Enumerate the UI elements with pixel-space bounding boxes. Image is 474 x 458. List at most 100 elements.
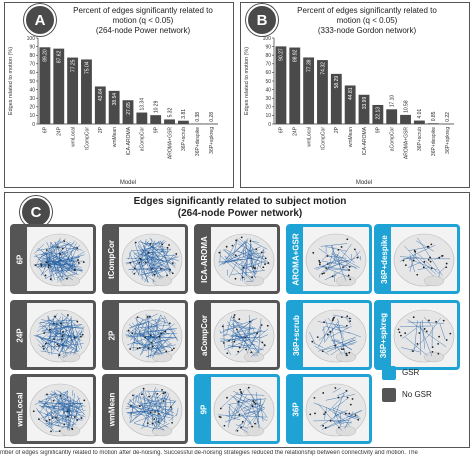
brain-edge xyxy=(231,270,265,275)
brain-node xyxy=(333,316,335,319)
brain-node xyxy=(169,268,172,271)
brain-edge xyxy=(138,253,168,263)
panel-a-chart: Edges related to motion (%) 0 10 20 30 40 50 60… xyxy=(8,36,218,186)
brain-edge xyxy=(312,342,324,348)
brain-node xyxy=(349,320,352,323)
brain-node xyxy=(331,275,334,278)
brain-node xyxy=(138,261,141,264)
brain-node xyxy=(171,349,173,352)
brain-edge xyxy=(228,404,231,428)
brain-node xyxy=(418,332,421,334)
brain-node xyxy=(168,322,171,325)
brain-node xyxy=(340,246,343,248)
brain-edge xyxy=(152,396,175,402)
brain-node xyxy=(127,329,130,332)
brain-tile-label-bar: 24P xyxy=(13,303,27,367)
brain-edge xyxy=(129,252,140,277)
brain-edge xyxy=(61,423,75,429)
brain-edge xyxy=(52,396,61,409)
brain-node xyxy=(235,239,238,242)
brain-node xyxy=(82,261,85,264)
brain-tile-label: tCompCor xyxy=(107,239,117,279)
brain-edge xyxy=(129,412,149,416)
brain-edge xyxy=(34,392,57,406)
brain-edge xyxy=(414,320,418,350)
brain-edge xyxy=(259,334,268,339)
data-label: 4.01 xyxy=(417,109,423,119)
brain-edge xyxy=(231,398,250,415)
brain-node xyxy=(347,274,350,277)
brain-edge xyxy=(40,337,75,349)
brain-edge xyxy=(407,319,447,348)
data-label: 0.38 xyxy=(195,112,201,122)
brain-node xyxy=(254,267,257,269)
brain-edge xyxy=(62,256,77,275)
brain-tile-label: 36P xyxy=(291,401,301,417)
brain-edge xyxy=(232,335,237,347)
bar xyxy=(164,119,175,124)
brain-node xyxy=(129,348,132,350)
brain-node xyxy=(240,392,243,395)
brain-edge xyxy=(337,421,345,425)
y-tick-label: 0 xyxy=(268,122,271,128)
brain-edge xyxy=(423,316,432,326)
brain-edge xyxy=(45,261,50,263)
brain-node xyxy=(158,335,161,338)
brain-tile: wmMean xyxy=(102,374,188,444)
brain-edge xyxy=(317,321,347,327)
brain-node xyxy=(249,320,251,323)
brain-node xyxy=(44,342,47,345)
brain-edge xyxy=(149,246,166,269)
brain-node xyxy=(337,396,340,399)
brain-edge xyxy=(143,418,164,428)
brain-edge xyxy=(142,268,171,275)
brain-edge xyxy=(40,405,63,425)
brain-edge xyxy=(250,350,259,358)
brain-tile: 24P xyxy=(10,300,96,370)
brain-edge xyxy=(326,339,356,353)
brain-edge xyxy=(65,402,83,405)
brain-edge xyxy=(132,324,137,351)
brain-node xyxy=(58,430,61,432)
brain-edge xyxy=(136,322,147,326)
brain-node xyxy=(430,243,433,246)
x-axis-label: Model xyxy=(356,180,372,186)
brain-edge xyxy=(39,321,85,330)
brain-node xyxy=(431,346,434,349)
panel-b-label: B xyxy=(246,4,278,36)
data-label: 90.27 xyxy=(279,48,285,61)
brain-edge xyxy=(50,399,60,427)
brain-edge xyxy=(233,393,243,421)
brain-tile-label-bar: ICA-AROMA xyxy=(197,227,211,291)
brain-edge xyxy=(137,244,162,270)
brain-node xyxy=(348,351,351,354)
brain-node xyxy=(334,344,337,347)
brain-edge xyxy=(227,345,264,351)
brain-node xyxy=(142,387,145,390)
brain-edge xyxy=(158,329,176,349)
legend-nogsr-swatch xyxy=(382,388,396,402)
brain-node xyxy=(254,422,256,425)
brain-edge xyxy=(234,319,267,347)
brain-edge xyxy=(325,326,350,334)
brain-edge xyxy=(132,410,150,417)
brain-edge xyxy=(157,392,168,411)
brain-edge xyxy=(219,254,244,278)
brain-node xyxy=(166,246,169,249)
brain-tile-label-bar: wmMean xyxy=(105,377,119,441)
brain-tile-label-bar: 9P xyxy=(197,377,211,441)
brain-node xyxy=(397,328,400,331)
brain-node xyxy=(71,428,74,431)
y-tick-label: 70 xyxy=(265,62,271,68)
brain-edge xyxy=(44,264,76,279)
bar xyxy=(344,85,356,124)
y-tick-label: 40 xyxy=(265,87,271,93)
brain-edge xyxy=(70,350,79,354)
bar xyxy=(303,57,315,124)
brain-node xyxy=(58,345,60,347)
brain-node xyxy=(221,325,224,328)
brain-edge xyxy=(146,243,172,273)
brain-edge xyxy=(147,323,152,359)
brain-node xyxy=(449,332,452,335)
brain-node xyxy=(226,396,228,399)
